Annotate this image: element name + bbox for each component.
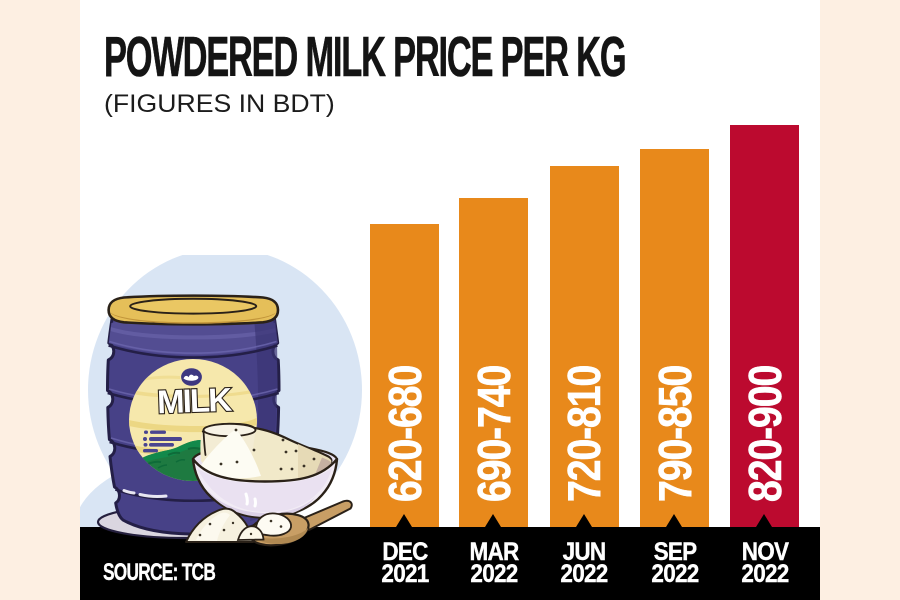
svg-text:MILK: MILK	[156, 381, 233, 421]
